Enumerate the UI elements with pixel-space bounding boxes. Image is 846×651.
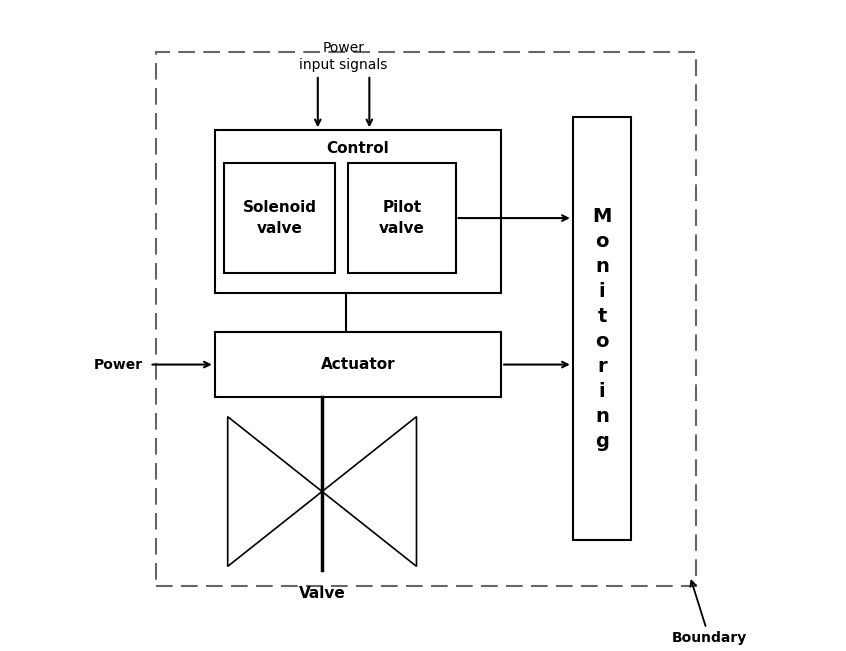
Text: Solenoid
valve: Solenoid valve	[243, 200, 316, 236]
Text: M
o
n
i
t
o
r
i
n
g: M o n i t o r i n g	[592, 207, 612, 450]
Bar	[224, 163, 335, 273]
Bar	[215, 332, 501, 397]
Bar	[573, 117, 631, 540]
Bar	[157, 52, 696, 586]
Text: Pilot
valve: Pilot valve	[379, 200, 425, 236]
Text: Valve: Valve	[299, 586, 345, 601]
Text: Control: Control	[327, 141, 389, 156]
Bar	[215, 130, 501, 293]
Text: Boundary: Boundary	[672, 581, 747, 646]
Text: Power: Power	[94, 357, 143, 372]
Text: Power
input signals: Power input signals	[299, 42, 387, 72]
Text: Actuator: Actuator	[321, 357, 395, 372]
Bar	[349, 163, 455, 273]
